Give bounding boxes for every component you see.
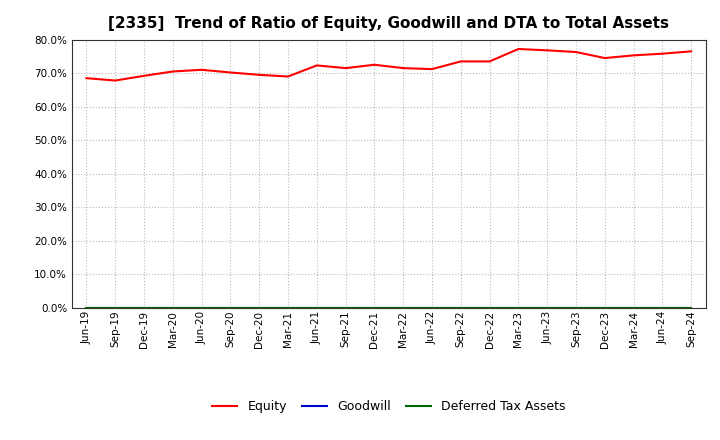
Equity: [284, 74, 292, 79]
Deferred Tax Assets: [485, 305, 494, 311]
Equity: [168, 69, 177, 74]
Deferred Tax Assets: [399, 305, 408, 311]
Deferred Tax Assets: [572, 305, 580, 311]
Equity: [658, 51, 667, 56]
Goodwill: [629, 305, 638, 311]
Deferred Tax Assets: [456, 305, 465, 311]
Equity: [572, 49, 580, 55]
Goodwill: [658, 305, 667, 311]
Deferred Tax Assets: [514, 305, 523, 311]
Equity: [687, 49, 696, 54]
Goodwill: [543, 305, 552, 311]
Equity: [629, 53, 638, 58]
Goodwill: [600, 305, 609, 311]
Goodwill: [428, 305, 436, 311]
Equity: [514, 46, 523, 51]
Deferred Tax Assets: [370, 305, 379, 311]
Equity: [312, 63, 321, 68]
Equity: [543, 48, 552, 53]
Goodwill: [82, 305, 91, 311]
Deferred Tax Assets: [428, 305, 436, 311]
Title: [2335]  Trend of Ratio of Equity, Goodwill and DTA to Total Assets: [2335] Trend of Ratio of Equity, Goodwil…: [108, 16, 670, 32]
Equity: [82, 76, 91, 81]
Equity: [111, 78, 120, 83]
Deferred Tax Assets: [312, 305, 321, 311]
Deferred Tax Assets: [168, 305, 177, 311]
Goodwill: [197, 305, 206, 311]
Equity: [370, 62, 379, 67]
Equity: [197, 67, 206, 73]
Deferred Tax Assets: [226, 305, 235, 311]
Equity: [140, 73, 148, 78]
Goodwill: [284, 305, 292, 311]
Equity: [399, 66, 408, 71]
Deferred Tax Assets: [543, 305, 552, 311]
Equity: [485, 59, 494, 64]
Deferred Tax Assets: [140, 305, 148, 311]
Deferred Tax Assets: [197, 305, 206, 311]
Goodwill: [456, 305, 465, 311]
Equity: [456, 59, 465, 64]
Deferred Tax Assets: [629, 305, 638, 311]
Deferred Tax Assets: [600, 305, 609, 311]
Equity: [600, 55, 609, 61]
Goodwill: [399, 305, 408, 311]
Legend: Equity, Goodwill, Deferred Tax Assets: Equity, Goodwill, Deferred Tax Assets: [212, 400, 565, 413]
Goodwill: [226, 305, 235, 311]
Goodwill: [255, 305, 264, 311]
Equity: [255, 72, 264, 77]
Deferred Tax Assets: [284, 305, 292, 311]
Deferred Tax Assets: [111, 305, 120, 311]
Deferred Tax Assets: [82, 305, 91, 311]
Goodwill: [312, 305, 321, 311]
Equity: [341, 66, 350, 71]
Line: Equity: Equity: [86, 49, 691, 81]
Goodwill: [111, 305, 120, 311]
Goodwill: [341, 305, 350, 311]
Goodwill: [572, 305, 580, 311]
Goodwill: [140, 305, 148, 311]
Equity: [428, 66, 436, 72]
Goodwill: [514, 305, 523, 311]
Deferred Tax Assets: [255, 305, 264, 311]
Deferred Tax Assets: [658, 305, 667, 311]
Goodwill: [687, 305, 696, 311]
Deferred Tax Assets: [687, 305, 696, 311]
Goodwill: [168, 305, 177, 311]
Goodwill: [370, 305, 379, 311]
Deferred Tax Assets: [341, 305, 350, 311]
Goodwill: [485, 305, 494, 311]
Equity: [226, 70, 235, 75]
